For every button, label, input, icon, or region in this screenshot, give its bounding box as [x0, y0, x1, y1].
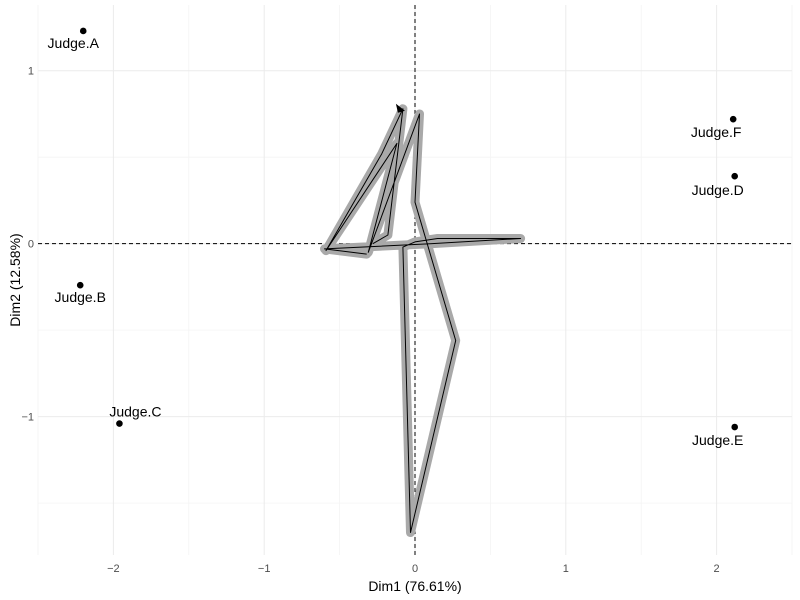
y-axis-title: Dim2 (12.58%)	[7, 233, 23, 326]
point-judge-f	[729, 115, 737, 123]
point-judge-d	[731, 172, 738, 180]
point-judge-e	[731, 423, 738, 431]
x-axis-title: Dim1 (76.61%)	[368, 578, 461, 594]
x-tick-label: −2	[107, 563, 120, 575]
point-label-judge-c: Judge.C	[109, 404, 161, 420]
y-tick-label: 1	[28, 66, 34, 78]
y-tick-label: 0	[28, 239, 34, 251]
x-tick-label: 2	[714, 563, 720, 575]
point-label-judge-f: Judge.F	[691, 124, 742, 140]
y-tick-labels: −1 0 1	[21, 66, 34, 424]
trajectory-line	[324, 108, 522, 533]
x-tick-label: 1	[563, 563, 569, 575]
point-label-judge-a: Judge.A	[48, 35, 100, 51]
point-label-judge-b: Judge.B	[55, 289, 106, 305]
point-judge-b	[76, 281, 84, 289]
y-tick-label: −1	[21, 412, 34, 424]
x-tick-labels: −2 −1 0 1 2	[107, 563, 720, 575]
reference-lines	[38, 5, 792, 555]
point-markers	[76, 27, 738, 431]
point-judge-c	[116, 420, 123, 427]
point-judge-a	[79, 27, 87, 35]
trajectory	[320, 103, 526, 537]
point-labels: Judge.A Judge.B Judge.C Judge.D Judge.E Judge…	[48, 35, 744, 448]
x-tick-label: 0	[412, 563, 418, 575]
point-label-judge-d: Judge.D	[692, 182, 744, 198]
trajectory-halo	[320, 104, 526, 537]
x-tick-label: −1	[258, 563, 271, 575]
point-label-judge-e: Judge.E	[692, 432, 743, 448]
trajectory-arrowhead	[395, 103, 405, 113]
